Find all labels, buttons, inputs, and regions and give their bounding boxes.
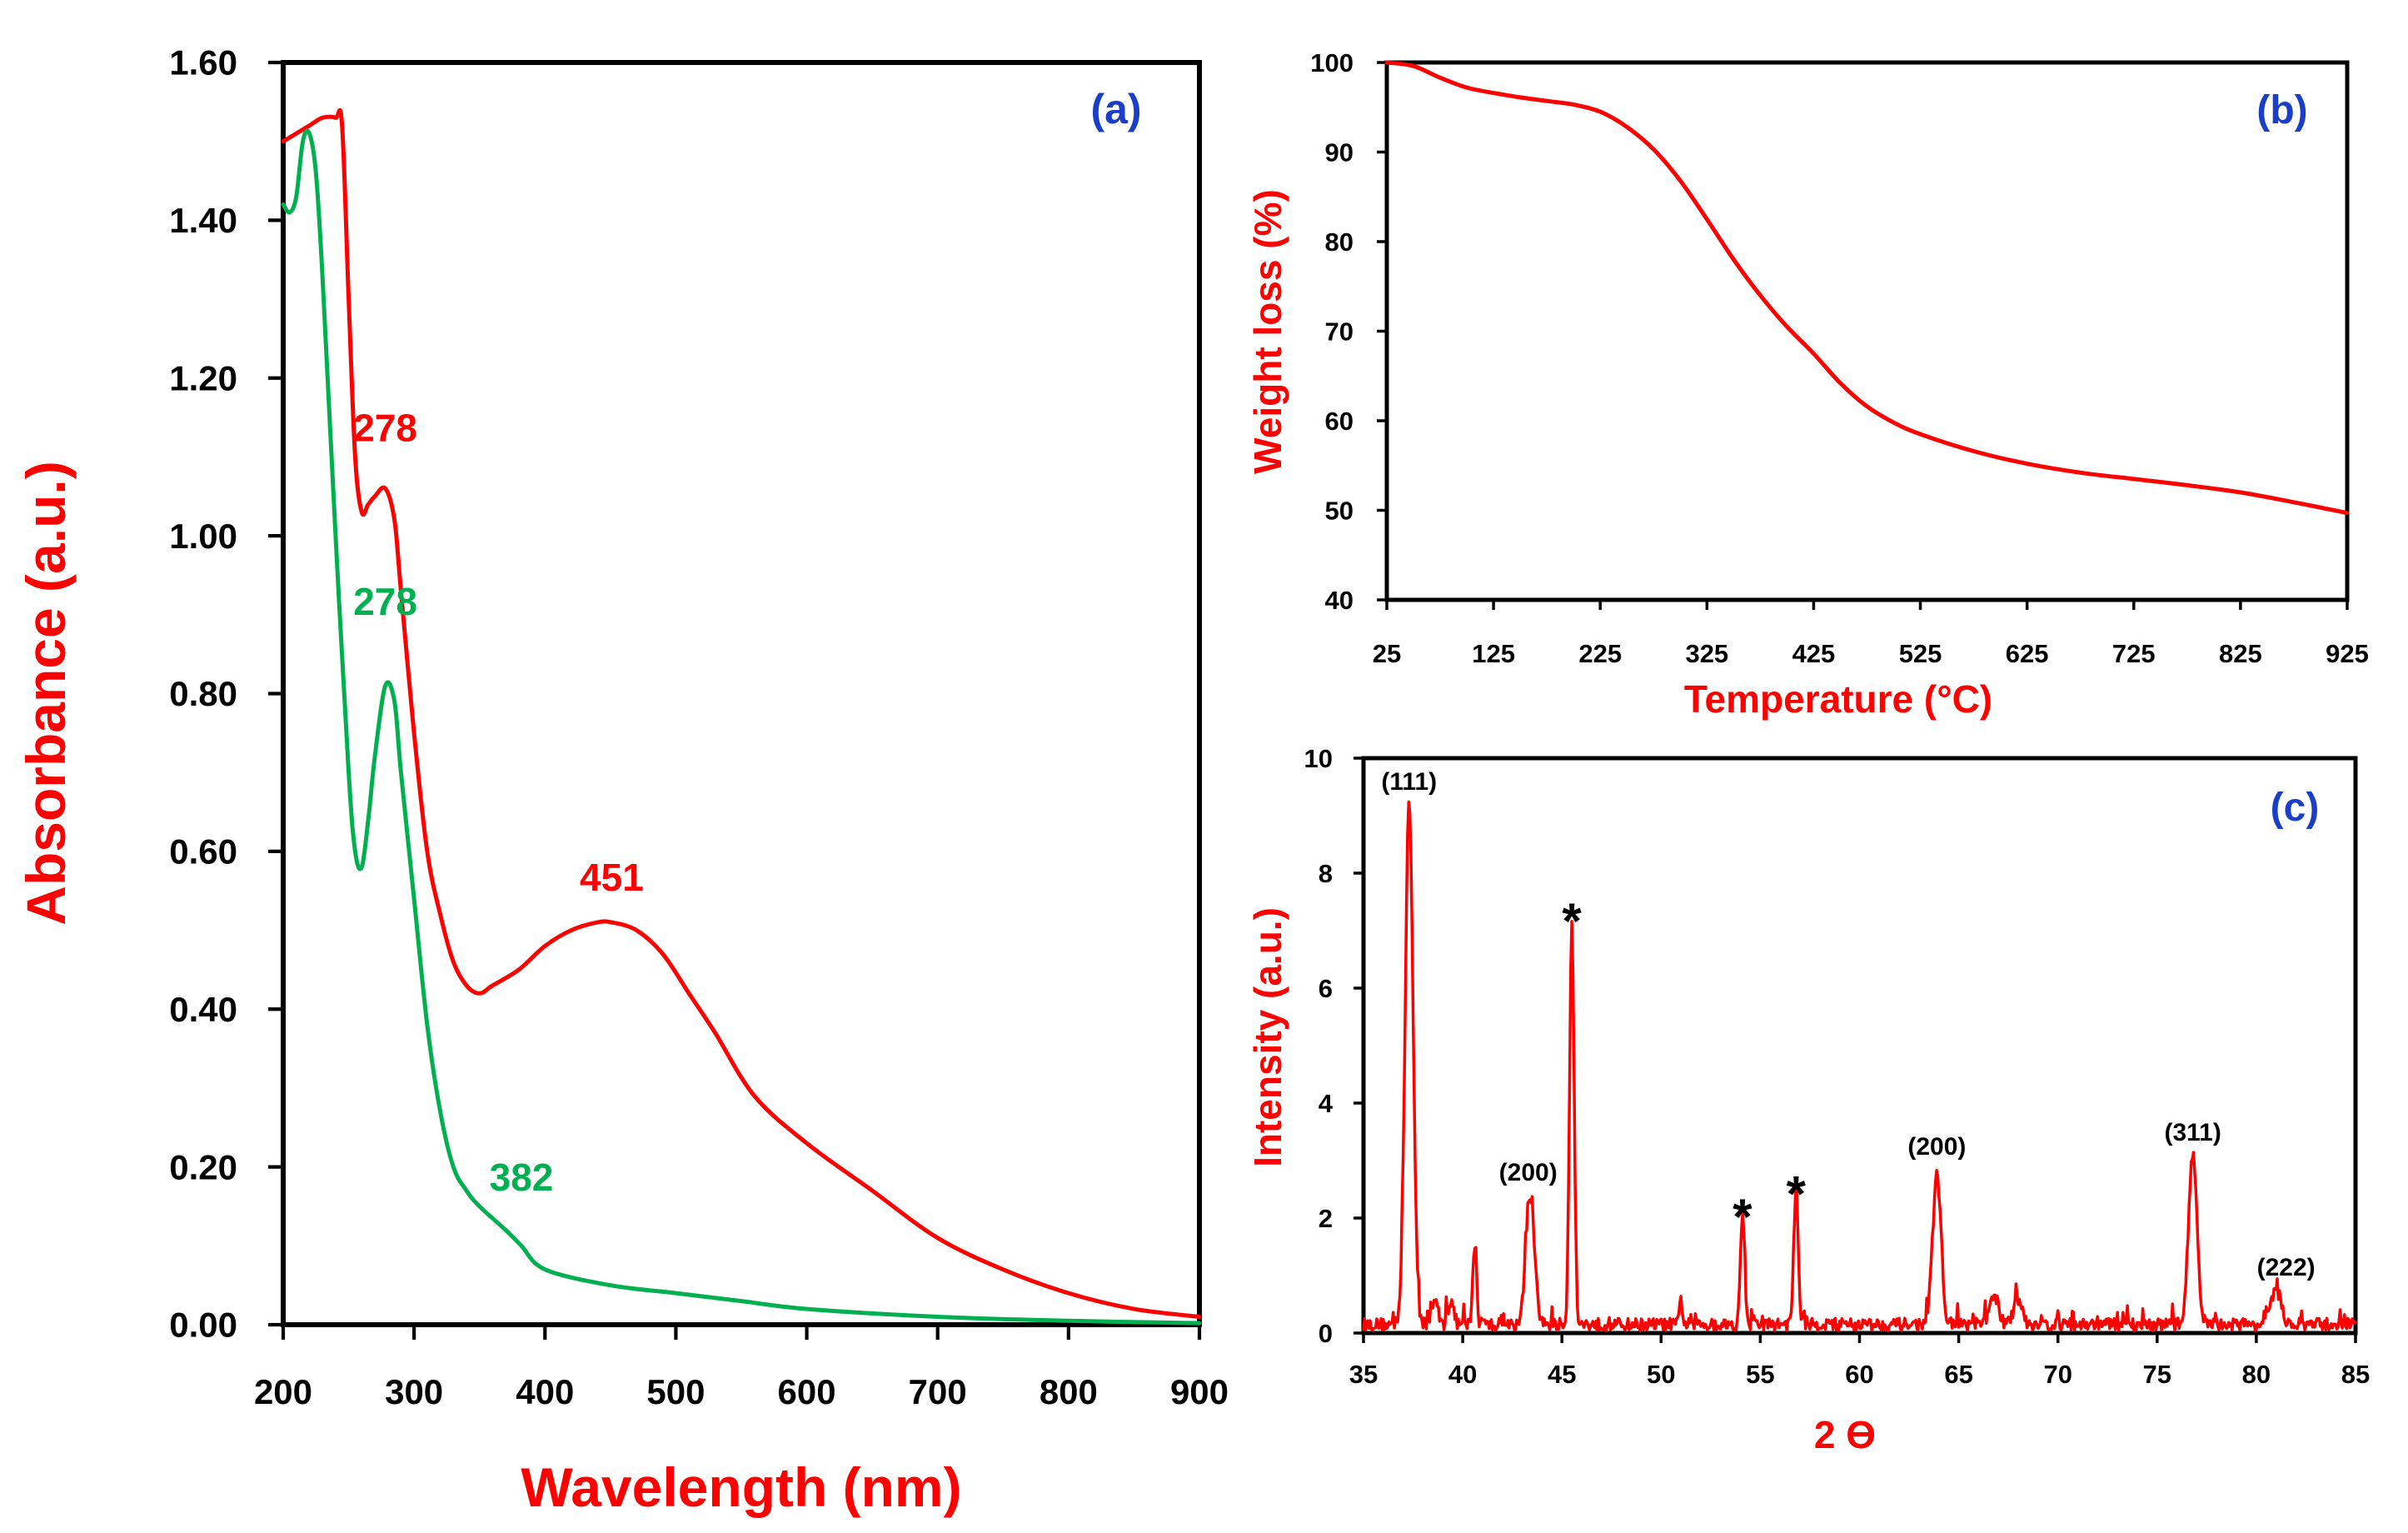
x-tick-label: 35	[1349, 1360, 1378, 1389]
x-tick-label: 75	[2143, 1360, 2171, 1389]
x-tick-label: 25	[1373, 639, 1401, 668]
panel-b: 25 125 225 325 425 525 625 725 825 925 40 50 60 70 80 9…	[1246, 48, 2369, 721]
y-tick-label: 6	[1319, 974, 1333, 1003]
x-tick-label: 80	[2242, 1360, 2271, 1389]
y-tick-label: 2	[1319, 1204, 1333, 1233]
x-tick-label: 200	[254, 1372, 312, 1411]
x-tick-label: 700	[909, 1372, 967, 1411]
peak-annotation: (111)	[1381, 768, 1437, 796]
panel-label: (a)	[1090, 86, 1141, 132]
x-tick-label: 625	[2006, 639, 2049, 668]
x-tick-label: 45	[1548, 1360, 1576, 1389]
x-tick-label: 325	[1685, 639, 1728, 668]
x-tick-label: 50	[1647, 1360, 1675, 1389]
series-line-a-0	[281, 107, 1202, 1319]
peak-marker-star: *	[1732, 1189, 1752, 1245]
peak-annotation: (311)	[2164, 1119, 2221, 1146]
x-tick-label: 225	[1578, 639, 1622, 668]
y-tick-label: 1.40	[169, 201, 237, 240]
y-tick-label: 0.00	[169, 1306, 237, 1345]
series-line-b-0	[1384, 60, 2350, 516]
x-tick-label: 900	[1170, 1372, 1229, 1411]
y-axis-title: Intensity (a.u.)	[1246, 907, 1289, 1167]
x-tick-label: 85	[2341, 1360, 2370, 1389]
y-tick-label: 1.00	[169, 517, 237, 556]
x-tick-label: 70	[2043, 1360, 2071, 1389]
x-tick-label: 825	[2219, 639, 2262, 668]
x-tick-label: 55	[1746, 1360, 1774, 1389]
y-tick-label: 0.40	[169, 990, 237, 1029]
peak-annotation: 278	[353, 580, 417, 623]
x-tick-label: 300	[385, 1372, 443, 1411]
x-tick-label: 125	[1472, 639, 1515, 668]
peak-marker-star: *	[1787, 1166, 1807, 1222]
peak-annotation: 382	[490, 1156, 554, 1199]
x-tick-label: 725	[2112, 639, 2156, 668]
y-tick-label: 4	[1319, 1089, 1334, 1118]
x-tick-label: 40	[1448, 1360, 1477, 1389]
x-axis-title: Temperature (°C)	[1684, 677, 1992, 721]
y-tick-label: 10	[1304, 744, 1333, 773]
y-tick-label: 1.20	[169, 358, 237, 397]
series-line-c-0	[1362, 800, 2357, 1332]
y-axis-title: Weight loss (%)	[1246, 189, 1289, 474]
x-axis-title: Wavelength (nm)	[521, 1456, 961, 1518]
panel-label: (c)	[2271, 786, 2320, 830]
x-tick-label: 60	[1845, 1360, 1873, 1389]
x-axis-title: 2 ϴ	[1814, 1413, 1876, 1456]
peak-annotation: (222)	[2257, 1254, 2316, 1281]
x-tick-label: 925	[2326, 639, 2369, 668]
panel-a: 200 300 400 500 600 700 800 900 0.00 0.20 0.40 0.60…	[15, 43, 1229, 1518]
y-tick-label: 70	[1325, 317, 1354, 346]
y-tick-label: 40	[1325, 586, 1354, 615]
peak-annotation: 451	[580, 856, 644, 899]
y-tick-label: 80	[1325, 227, 1354, 257]
peak-marker-star: *	[1562, 893, 1582, 949]
y-tick-label: 1.60	[169, 43, 237, 82]
series-line-a-1	[281, 128, 1202, 1326]
y-tick-label: 60	[1325, 407, 1354, 436]
peak-annotation: (200)	[1907, 1133, 1966, 1161]
y-tick-label: 90	[1325, 137, 1354, 167]
y-tick-label: 0	[1319, 1319, 1333, 1348]
x-tick-label: 500	[646, 1372, 705, 1411]
y-tick-label: 0.20	[169, 1147, 237, 1186]
y-tick-label: 8	[1319, 859, 1333, 888]
x-tick-label: 600	[778, 1372, 836, 1411]
peak-annotation: 278	[353, 407, 417, 450]
x-tick-label: 65	[1944, 1360, 1972, 1389]
x-tick-label: 400	[516, 1372, 574, 1411]
y-axis-title: Absorbance (a.u.)	[15, 461, 77, 925]
panel-label: (b)	[2256, 88, 2307, 132]
panel-c: 35 40 45 50 55 60 65 70 75 80 85 0 2 4 6 8 10 2 ϴ Intensit…	[1246, 744, 2370, 1456]
x-tick-label: 800	[1039, 1372, 1098, 1411]
peak-annotation: (200)	[1499, 1159, 1558, 1186]
y-tick-label: 100	[1310, 48, 1354, 77]
y-tick-label: 50	[1325, 496, 1354, 525]
x-tick-label: 525	[1899, 639, 1942, 668]
x-tick-label: 425	[1792, 639, 1836, 668]
y-tick-label: 0.80	[169, 674, 237, 713]
y-tick-label: 0.60	[169, 832, 237, 871]
